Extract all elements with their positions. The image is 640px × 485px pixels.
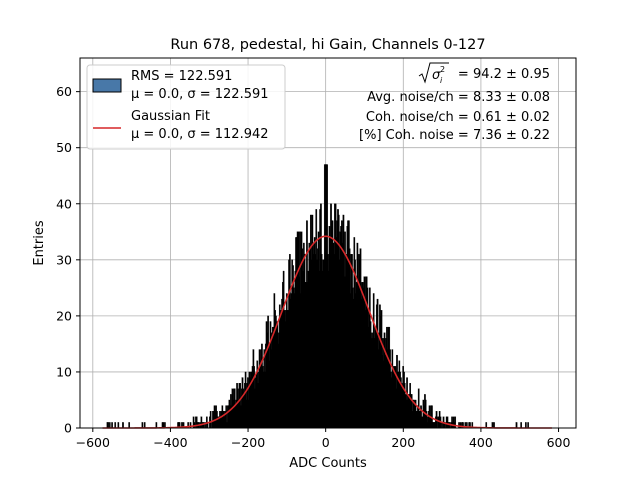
y-tick-label: 20 xyxy=(56,308,72,323)
svg-text:i: i xyxy=(440,76,443,85)
y-tick-label: 60 xyxy=(56,84,72,99)
histogram-bar xyxy=(527,422,529,429)
histogram-bar xyxy=(114,422,117,429)
y-tick-label: 40 xyxy=(56,196,72,211)
sqrt-sigma-symbol: σ i 2 xyxy=(418,62,449,85)
histogram-bar xyxy=(458,422,460,429)
x-axis-ticks: −600 −400 −200 0 200 400 600 xyxy=(76,428,571,450)
histogram-bar xyxy=(107,422,110,429)
y-axis-ticks: 0 10 20 30 40 50 60 xyxy=(56,84,80,436)
legend-box xyxy=(86,64,286,150)
x-tick-label: −600 xyxy=(76,435,110,450)
y-axis-label: Entries xyxy=(32,220,47,266)
svg-text:2: 2 xyxy=(440,65,445,74)
y-tick-label: 30 xyxy=(56,252,72,267)
y-tick-label: 50 xyxy=(56,140,72,155)
plot-frame xyxy=(79,57,577,429)
histogram-bar xyxy=(440,422,443,429)
x-tick-label: −400 xyxy=(153,435,187,450)
histogram-bar xyxy=(143,422,146,429)
x-tick-label: 600 xyxy=(547,435,571,450)
annotation-line2: Avg. noise/ch = 8.33 ± 0.08 xyxy=(367,90,550,105)
histogram-bar xyxy=(525,422,527,429)
histogram-bar xyxy=(515,422,518,429)
histogram-bar xyxy=(141,422,144,429)
annotation-line1: = 94.2 ± 0.95 xyxy=(458,67,550,82)
histogram-bar xyxy=(117,422,120,429)
annotation-line4: [%] Coh. noise = 7.36 ± 0.22 xyxy=(359,128,550,143)
histogram-bar xyxy=(122,422,124,429)
x-tick-label: 400 xyxy=(469,435,493,450)
histogram-bar xyxy=(111,422,113,429)
x-tick-label: 200 xyxy=(391,435,415,450)
histogram-bar xyxy=(209,411,212,429)
legend-histogram-swatch xyxy=(92,78,122,93)
stats-annotations: σ i 2 = 94.2 ± 0.95 Avg. noise/ch = 8.33… xyxy=(359,62,550,143)
svg-text:σ: σ xyxy=(432,68,441,83)
annotation-line3: Coh. noise/ch = 0.61 ± 0.02 xyxy=(366,110,550,125)
y-tick-label: 0 xyxy=(64,421,72,436)
legend: RMS = 122.591 μ = 0.0, σ = 122.591 Gauss… xyxy=(86,64,286,150)
histogram-bar xyxy=(108,422,111,429)
chart-title: Run 678, pedestal, hi Gain, Channels 0-1… xyxy=(170,37,485,53)
histogram-bars xyxy=(106,164,529,429)
histogram-bar xyxy=(520,422,523,429)
y-tick-label: 10 xyxy=(56,364,72,379)
x-tick-label: 0 xyxy=(322,435,330,450)
x-axis-label: ADC Counts xyxy=(289,456,367,471)
x-tick-label: −200 xyxy=(231,435,265,450)
legend-fit-label-line2: μ = 0.0, σ = 112.942 xyxy=(131,127,269,142)
histogram-bar xyxy=(128,422,131,429)
legend-histogram-label-line1: RMS = 122.591 xyxy=(131,69,232,84)
legend-fit-label-line1: Gaussian Fit xyxy=(131,109,210,124)
grid xyxy=(80,58,576,429)
legend-histogram-label-line2: μ = 0.0, σ = 122.591 xyxy=(131,87,269,102)
